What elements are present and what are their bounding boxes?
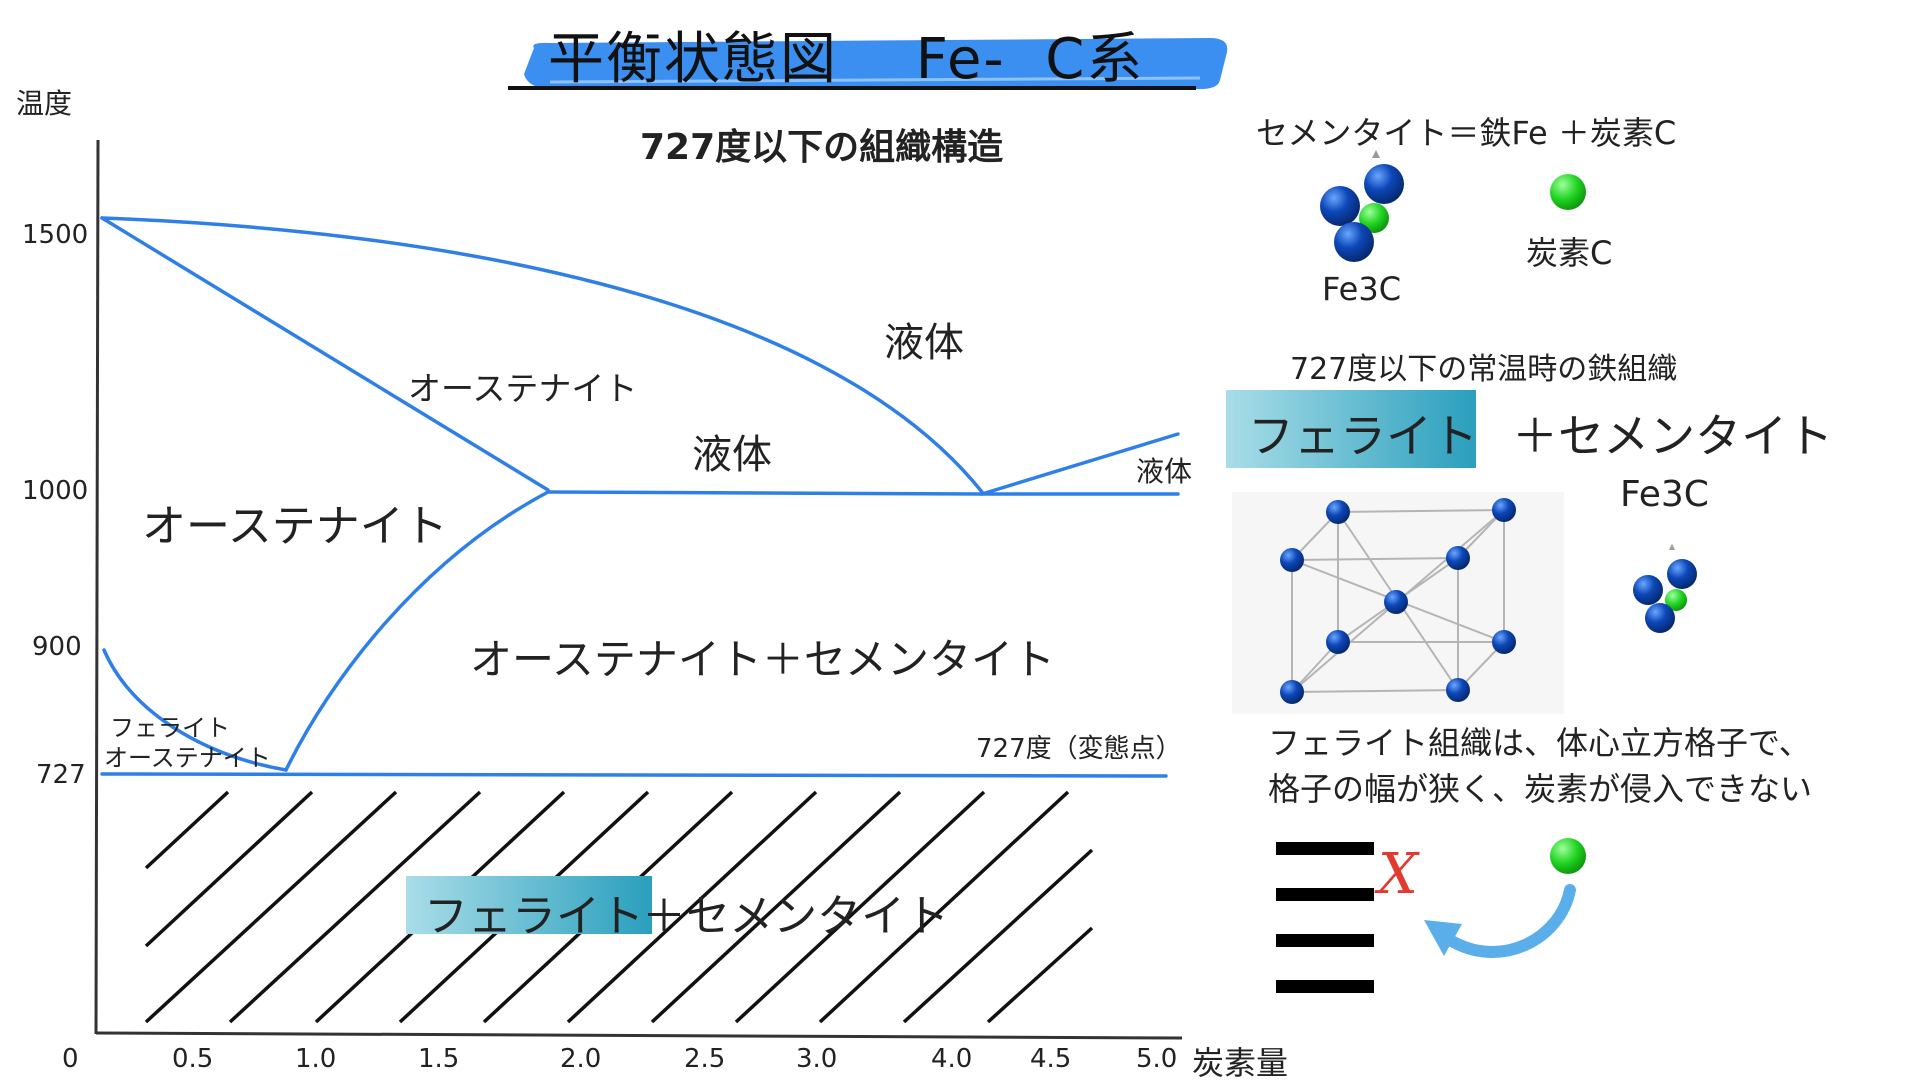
x-axis-line (95, 1031, 1183, 1040)
cementite-liquidus-line (980, 432, 1180, 496)
eutectic-line (546, 490, 1180, 496)
carbon-atom-icon (1550, 174, 1586, 210)
plus-cementite-label: ＋セメンタイト (1512, 409, 1834, 463)
explanation-line-1: フェライト組織は、体心立方格子で、 (1268, 724, 1811, 762)
x-tick-5-0: 5.0 (1136, 1044, 1178, 1074)
explanation-line-2: 格子の幅が狭く、炭素が侵入できない (1268, 770, 1813, 808)
y-axis-line (94, 139, 100, 1035)
x-axis-label: 炭素量 (1192, 1044, 1289, 1082)
solidus-line (100, 216, 550, 492)
y-tick-727: 727 (36, 760, 86, 790)
x-tick-4-5: 4.5 (1030, 1044, 1072, 1074)
x-tick-1-5: 1.5 (418, 1044, 460, 1074)
y-tick-1000: 1000 (22, 476, 89, 506)
x-tick-2-5: 2.5 (684, 1044, 726, 1074)
fe3c-label-top: Fe3C (1322, 270, 1402, 308)
a3-line (102, 648, 288, 772)
eutectoid-label: 727度（変態点） (976, 734, 1182, 764)
region-austenite-cementite: オーステナイト＋セメンタイト (470, 635, 1056, 684)
lattice-bar-1 (1276, 842, 1374, 855)
cementite-formula: セメンタイト＝鉄Fe ＋炭素C (1256, 114, 1677, 152)
fe3c-molecule-icon (1320, 150, 1404, 262)
y-tick-900: 900 (32, 632, 82, 662)
title-underline (508, 86, 1196, 90)
lower-cementite-label: ＋セメンタイト (642, 891, 950, 942)
carbon-atom-blocked-icon (1550, 838, 1586, 874)
title-brush-highlight (524, 38, 1228, 90)
lattice-bar-4 (1276, 980, 1374, 993)
liquidus-line (100, 216, 984, 494)
x-tick-4-0: 4.0 (931, 1044, 973, 1074)
page-title: 平衡状態図 Fe- C系 (548, 27, 1145, 92)
ferrite-highlight-box (1226, 390, 1476, 468)
fe3c-molecule-small-icon (1633, 544, 1697, 633)
x-tick-origin: 0 (62, 1044, 79, 1074)
lower-ferrite-label: フェライト (424, 891, 644, 942)
region-liquid-mid: 液体 (692, 432, 772, 478)
cross-mark: X (1378, 842, 1418, 907)
region-liquid-top: 液体 (884, 320, 964, 366)
phase-diagram (94, 139, 1183, 1040)
ferrite-box-label: フェライト (1248, 409, 1478, 463)
x-tick-3-0: 3.0 (796, 1044, 838, 1074)
region-austenite-upper: オーステナイト (408, 369, 638, 408)
lattice-bar-2 (1276, 888, 1374, 901)
lattice-bar-3 (1276, 934, 1374, 947)
acm-line (284, 490, 550, 772)
y-tick-1500: 1500 (22, 220, 89, 250)
y-axis-label: 温度 (16, 87, 73, 120)
room-temp-heading: 727度以下の常温時の鉄組織 (1290, 352, 1678, 387)
x-tick-0-5: 0.5 (172, 1044, 214, 1074)
arrow-icon (1424, 884, 1576, 958)
fe3c-label-lower: Fe3C (1620, 474, 1709, 515)
subtitle: 727度以下の組織構造 (640, 127, 1004, 168)
region-austenite-left: オーステナイト (142, 501, 448, 552)
eutectoid-line (100, 772, 1168, 778)
x-tick-1-0: 1.0 (295, 1044, 337, 1074)
carbon-label: 炭素C (1526, 234, 1613, 272)
bcc-lattice-icon (1280, 498, 1516, 704)
region-ferrite-label: フェライト (110, 714, 230, 742)
x-tick-2-0: 2.0 (560, 1044, 602, 1074)
region-ferrite-austenite-label: オーステナイト (104, 744, 271, 772)
region-liquid-right: 液体 (1136, 455, 1193, 488)
lower-ferrite-box (406, 876, 652, 934)
